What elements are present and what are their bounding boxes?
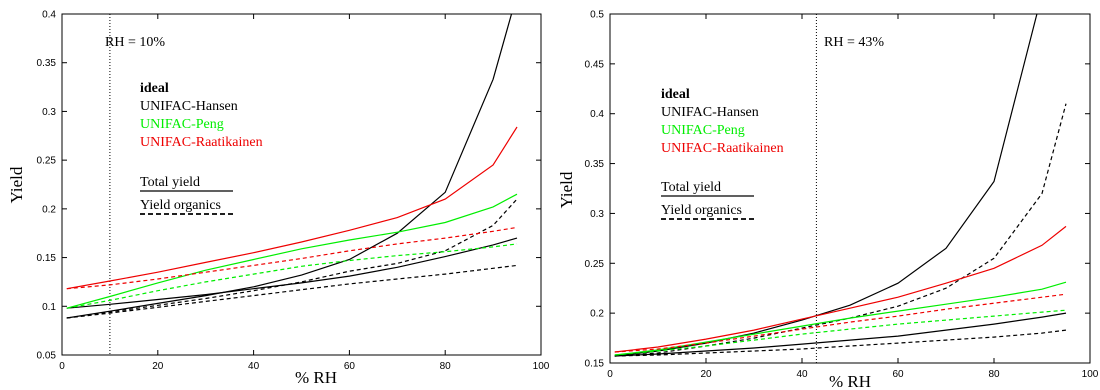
legend-style-label: Total yield bbox=[661, 180, 721, 195]
y-tick-label: 0.5 bbox=[590, 10, 604, 21]
x-tick-label: 60 bbox=[344, 361, 356, 372]
legend-style-label: Yield organics bbox=[661, 203, 742, 218]
x-tick-label: 100 bbox=[533, 361, 550, 372]
chart-panel-1: 0 20 40 60 80 100 0.05 0.1 0.15 0.2 0.25 0.3 0.35 0.4… bbox=[7, 10, 550, 388]
series-line-ideal-total bbox=[66, 14, 513, 319]
x-tick-label: 40 bbox=[248, 361, 260, 372]
y-tick-label: 0.15 bbox=[585, 359, 605, 370]
series-line-unifac-raatikainen-organics bbox=[66, 226, 518, 290]
y-tick-label: 0.25 bbox=[37, 156, 57, 167]
x-tick-label: 20 bbox=[152, 361, 164, 372]
x-tick-label: 80 bbox=[440, 361, 452, 372]
y-tick-label: 0.1 bbox=[42, 302, 56, 313]
y-tick-label: 0.05 bbox=[37, 351, 57, 362]
y-axis-label: Yield bbox=[7, 166, 26, 203]
x-axis-label: % RH bbox=[829, 372, 871, 390]
series-line-unifac-peng-organics bbox=[66, 243, 518, 309]
series-line-unifac-hansen-organics bbox=[66, 264, 518, 319]
legend-entry: UNIFAC-Hansen bbox=[661, 105, 759, 120]
x-tick-label: 60 bbox=[892, 369, 904, 380]
legend-entry: ideal bbox=[140, 81, 169, 96]
x-tick-label: 0 bbox=[59, 361, 65, 372]
legend-entry: ideal bbox=[661, 87, 690, 102]
legend-style-label: Total yield bbox=[140, 175, 200, 190]
y-tick-label: 0.25 bbox=[585, 259, 605, 270]
legend-style-label: Yield organics bbox=[140, 198, 221, 213]
rh-marker-label: RH = 10% bbox=[105, 35, 165, 50]
y-tick-label: 0.4 bbox=[42, 10, 56, 21]
x-tick-label: 0 bbox=[607, 369, 613, 380]
series-line-ideal-total bbox=[614, 14, 1038, 357]
x-tick-label: 100 bbox=[1082, 369, 1099, 380]
series-line-unifac-raatikainen-total bbox=[614, 225, 1067, 353]
y-tick-label: 0.2 bbox=[590, 309, 604, 320]
y-tick-label: 0.45 bbox=[585, 59, 605, 70]
series-line-unifac-peng-organics bbox=[614, 309, 1067, 356]
plot-frame bbox=[61, 13, 542, 356]
series-line-unifac-hansen-total bbox=[66, 237, 518, 309]
legend-entry: UNIFAC-Raatikainen bbox=[140, 135, 263, 150]
y-tick-label: 0.2 bbox=[42, 204, 56, 215]
legend-entry: UNIFAC-Peng bbox=[661, 123, 745, 138]
series-line-unifac-peng-total bbox=[614, 281, 1067, 356]
y-tick-label: 0.3 bbox=[42, 107, 56, 118]
x-tick-label: 40 bbox=[796, 369, 808, 380]
y-tick-label: 0.15 bbox=[37, 253, 57, 264]
x-tick-label: 80 bbox=[988, 369, 1000, 380]
series-line-unifac-hansen-total bbox=[614, 312, 1067, 357]
y-axis-label: Yield bbox=[557, 171, 576, 208]
series-line-unifac-peng-total bbox=[66, 193, 518, 309]
series-line-ideal-organics bbox=[66, 198, 518, 319]
legend-entry: UNIFAC-Peng bbox=[140, 117, 224, 132]
series-line-unifac-raatikainen-total bbox=[66, 126, 518, 290]
plot-frame bbox=[609, 13, 1091, 364]
series-line-unifac-hansen-organics bbox=[614, 329, 1067, 357]
rh-marker-label: RH = 43% bbox=[824, 35, 884, 50]
chart-panel-2: 0 20 40 60 80 100 0.15 0.2 0.25 0.3 0.35 0.4 0.45 0.5… bbox=[557, 10, 1099, 390]
y-tick-label: 0.35 bbox=[585, 159, 605, 170]
x-axis-label: % RH bbox=[295, 368, 337, 387]
y-tick-label: 0.35 bbox=[37, 58, 57, 69]
x-tick-label: 20 bbox=[700, 369, 712, 380]
y-tick-label: 0.3 bbox=[590, 209, 604, 220]
legend-entry: UNIFAC-Raatikainen bbox=[661, 141, 784, 156]
legend-entry: UNIFAC-Hansen bbox=[140, 99, 238, 114]
y-tick-label: 0.4 bbox=[590, 109, 604, 120]
